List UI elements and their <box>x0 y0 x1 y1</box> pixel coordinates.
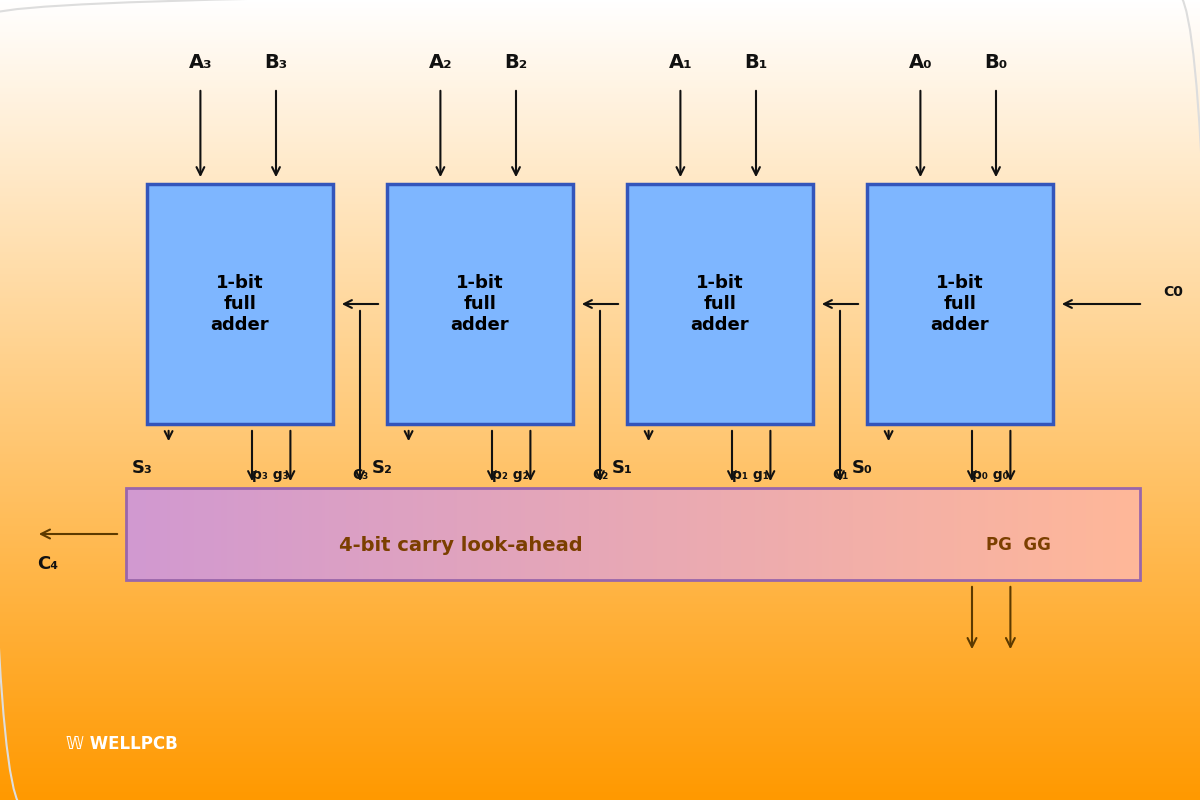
Text: 1-bit
full
adder: 1-bit full adder <box>211 274 269 334</box>
Text: C0: C0 <box>1163 285 1183 299</box>
Text: A₁: A₁ <box>668 53 692 72</box>
Bar <box>866 184 1054 424</box>
Text: PG  GG: PG GG <box>986 536 1051 554</box>
Bar <box>148 184 334 424</box>
Text: S₀: S₀ <box>852 459 872 477</box>
Text: 4-bit carry look-ahead: 4-bit carry look-ahead <box>338 535 582 554</box>
Text: B₀: B₀ <box>984 53 1008 72</box>
Text: p₂ g₂: p₂ g₂ <box>492 467 528 482</box>
Text: A₃: A₃ <box>188 53 212 72</box>
Text: 1-bit
full
adder: 1-bit full adder <box>691 274 749 334</box>
Text: p₀ g₀: p₀ g₀ <box>972 467 1008 482</box>
Text: C₃: C₃ <box>352 467 368 482</box>
Text: S₂: S₂ <box>372 459 392 477</box>
Text: A₀: A₀ <box>908 53 932 72</box>
Text: B₁: B₁ <box>744 53 768 72</box>
Text: 𝕎 WELLPCB: 𝕎 WELLPCB <box>66 735 178 753</box>
Text: p₃ g₃: p₃ g₃ <box>252 467 288 482</box>
Text: p₁ g₁: p₁ g₁ <box>732 467 768 482</box>
Bar <box>628 184 814 424</box>
Text: C₂: C₂ <box>592 467 608 482</box>
Text: 1-bit
full
adder: 1-bit full adder <box>931 274 989 334</box>
Bar <box>386 184 574 424</box>
Text: S₁: S₁ <box>612 459 632 477</box>
Text: B₂: B₂ <box>504 53 528 72</box>
Bar <box>126 488 1140 580</box>
Text: 1-bit
full
adder: 1-bit full adder <box>451 274 509 334</box>
Text: C₁: C₁ <box>832 467 848 482</box>
Text: C₄: C₄ <box>37 555 59 574</box>
Text: A₂: A₂ <box>428 53 452 72</box>
Text: S₃: S₃ <box>132 459 152 477</box>
Text: B₃: B₃ <box>264 53 288 72</box>
